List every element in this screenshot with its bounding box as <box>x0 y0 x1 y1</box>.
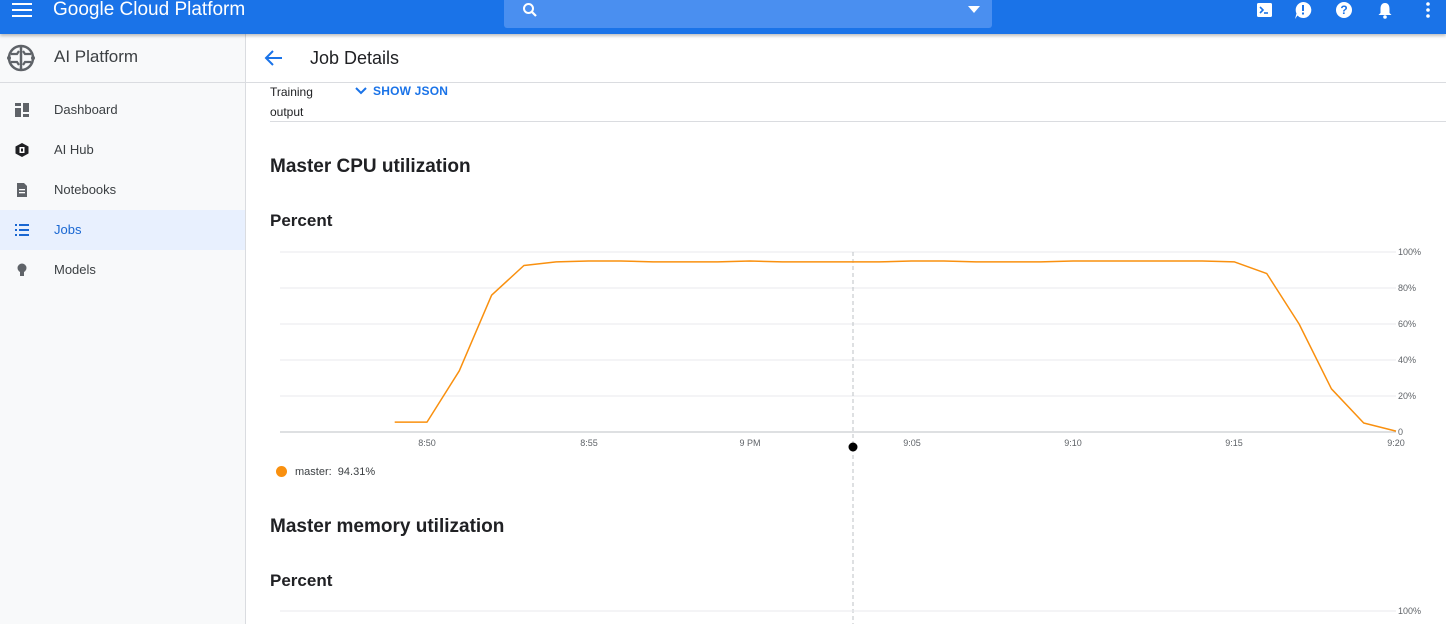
notifications-icon[interactable] <box>1376 1 1396 21</box>
sidebar-item-label: Jobs <box>54 222 82 237</box>
page-header: Job Details <box>246 34 1446 83</box>
sidebar-item-label: Notebooks <box>54 182 117 197</box>
y-tick-label: 0 <box>1398 427 1403 437</box>
legend-series-value: 94.31% <box>337 466 376 478</box>
dashboard-icon <box>15 103 29 117</box>
series-line-master[interactable] <box>394 260 1397 432</box>
help-icon[interactable]: ? <box>1335 1 1355 21</box>
divider <box>270 121 1446 122</box>
cpu-utilization-chart[interactable]: 0 20% 40% 60% 80% 100% 8:50 8:55 9 PM 9:05 9:10 9:1… <box>246 34 1446 624</box>
menu-icon[interactable] <box>12 2 34 20</box>
x-tick-label: 8:55 <box>580 438 598 448</box>
sidebar-item-ai-hub[interactable]: AI Hub <box>0 130 245 170</box>
sidebar-item-models[interactable]: Models <box>0 250 245 290</box>
dropdown-caret-icon[interactable] <box>968 6 980 13</box>
product-header: AI Platform <box>0 34 245 83</box>
search-bar[interactable] <box>504 0 992 28</box>
x-tick-label: 9:15 <box>1225 438 1243 448</box>
cpu-section-title: Master CPU utilization <box>270 156 471 177</box>
training-output-label: Training output <box>270 85 313 119</box>
x-tick-label: 9:20 <box>1387 438 1405 448</box>
product-title: AI Platform <box>54 47 139 66</box>
chart-legend: master: 94.31% <box>276 466 375 478</box>
legend-series-name: master <box>295 466 329 478</box>
x-tick-label: 8:50 <box>418 438 436 448</box>
x-tick-label: 9 PM <box>739 438 760 448</box>
cpu-unit-title: Percent <box>270 211 333 230</box>
top-app-bar: Google Cloud Platform ? <box>0 0 1446 34</box>
feedback-icon[interactable] <box>1294 1 1314 21</box>
y-tick-label: 80% <box>1398 283 1416 293</box>
back-arrow-icon[interactable] <box>263 47 285 69</box>
ai-platform-logo-icon <box>7 44 35 72</box>
notebook-icon <box>17 183 27 197</box>
search-icon <box>523 3 537 17</box>
page-title: Job Details <box>310 48 400 68</box>
chevron-down-icon <box>355 87 367 95</box>
sidebar-item-label: Models <box>54 262 96 277</box>
hover-marker[interactable] <box>848 442 858 452</box>
main-content: Job Details Training output SHOW JSON Ma… <box>246 34 1446 624</box>
svg-text:?: ? <box>1340 3 1347 17</box>
y-tick-label: 100% <box>1398 606 1421 616</box>
legend-swatch <box>276 466 287 477</box>
ai-hub-icon <box>15 143 29 157</box>
y-tick-label: 100% <box>1398 247 1421 257</box>
y-tick-label: 40% <box>1398 355 1416 365</box>
more-vert-icon[interactable] <box>1418 1 1438 21</box>
sidebar-item-notebooks[interactable]: Notebooks <box>0 170 245 210</box>
y-tick-label: 60% <box>1398 319 1416 329</box>
memory-unit-title: Percent <box>270 571 333 590</box>
memory-section-title: Master memory utilization <box>270 516 505 537</box>
lightbulb-icon <box>17 263 27 276</box>
sidebar-item-label: Dashboard <box>54 102 118 117</box>
brand-title[interactable]: Google Cloud Platform <box>53 0 246 20</box>
list-icon <box>15 224 29 236</box>
sidebar-item-jobs[interactable]: Jobs <box>0 210 245 250</box>
sidebar-item-label: AI Hub <box>54 142 94 157</box>
x-tick-label: 9:05 <box>903 438 921 448</box>
sidebar-item-dashboard[interactable]: Dashboard <box>0 90 245 130</box>
y-tick-label: 20% <box>1398 391 1416 401</box>
x-tick-label: 9:10 <box>1064 438 1082 448</box>
show-json-label: SHOW JSON <box>373 84 449 98</box>
cloud-shell-icon[interactable] <box>1255 1 1275 21</box>
show-json-button[interactable]: SHOW JSON <box>354 84 448 98</box>
sidebar: AI Platform Dashboard AI Hub Notebooks J… <box>0 34 246 624</box>
